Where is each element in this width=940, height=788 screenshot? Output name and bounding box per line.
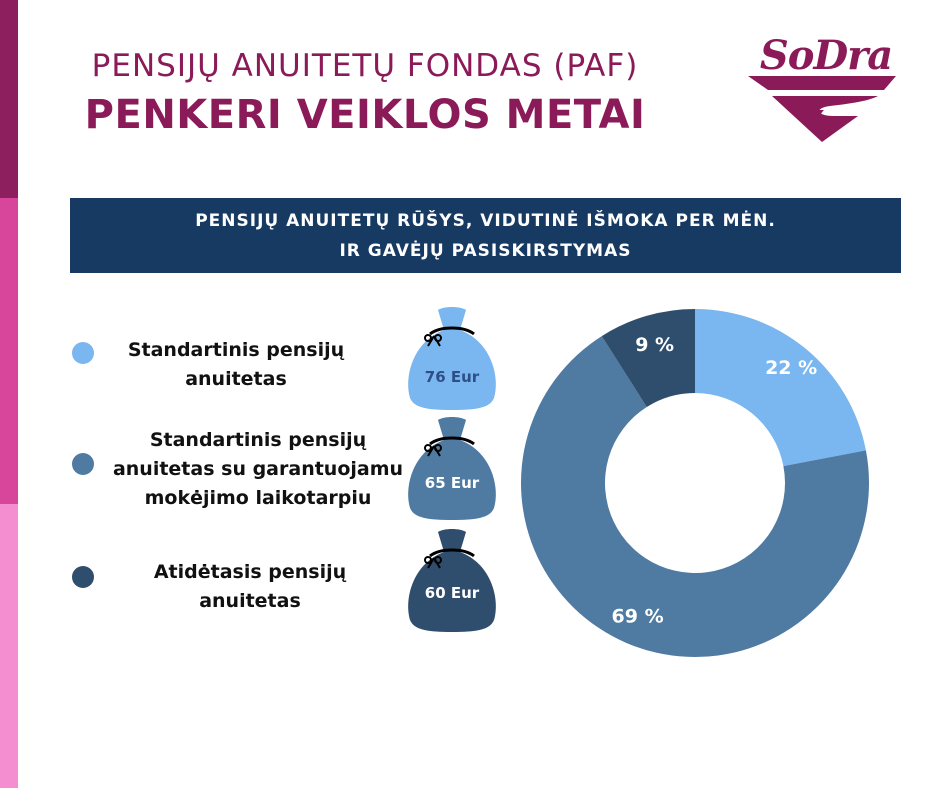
legend-label-guaranteed: Standartinis pensijų anuitetas su garant… (100, 426, 416, 513)
side-stripe-top (0, 0, 18, 198)
logo-emblem-icon (748, 76, 896, 142)
money-bag-icon (408, 529, 496, 632)
bag-amount-deferred: 60 Eur (424, 584, 480, 602)
slice-label-deferred: 9 % (635, 334, 674, 356)
slice-label-standard: 22 % (765, 357, 817, 379)
legend-dot-guaranteed (72, 453, 94, 475)
logo-wordmark: SoDra (759, 32, 893, 79)
banner-line-1: PENSIJŲ ANUITETŲ RŪŠYS, VIDUTINĖ IŠMOKA … (195, 210, 776, 231)
legend-label-line: anuitetas (199, 590, 301, 612)
slice-label-guaranteed: 69 % (612, 606, 664, 628)
section-banner: PENSIJŲ ANUITETŲ RŪŠYS, VIDUTINĖ IŠMOKA … (70, 198, 901, 273)
money-bag-standard: 76 Eur (404, 304, 500, 414)
slice-deferred (601, 309, 695, 408)
money-bag-deferred: 60 Eur (404, 526, 500, 636)
legend-label-deferred: Atidėtasis pensijų anuitetas (100, 558, 400, 616)
slice-guaranteed (521, 336, 869, 657)
legend-label-line: mokėjimo laikotarpiu (144, 487, 372, 509)
banner-line-2: IR GAVĖJŲ PASISKIRSTYMAS (339, 240, 632, 261)
donut-chart: 22 % 69 % 9 % (521, 309, 869, 657)
legend-dot-deferred (72, 566, 94, 588)
legend-label-line: anuitetas su garantuojamu (112, 458, 404, 480)
slice-standard (695, 309, 866, 467)
bag-amount-guaranteed: 65 Eur (424, 474, 480, 492)
page-title: PENKERI VEIKLOS METAI (84, 92, 646, 138)
sodra-logo: SoDra (738, 32, 908, 144)
side-stripe-bottom (0, 504, 18, 788)
legend-label-line: anuitetas (185, 368, 287, 390)
money-bag-icon (408, 307, 496, 410)
legend-label-line: Standartinis pensijų (149, 429, 367, 451)
legend-label-line: Atidėtasis pensijų (153, 561, 347, 583)
legend-label-standard: Standartinis pensijų anuitetas (100, 336, 372, 394)
legend-dot-standard (72, 342, 94, 364)
bag-amount-standard: 76 Eur (424, 368, 480, 386)
side-stripe-middle (0, 198, 18, 504)
money-bag-guaranteed: 65 Eur (404, 414, 500, 524)
page-subtitle: PENSIJŲ ANUITETŲ FONDAS (PAF) (91, 48, 639, 84)
money-bag-icon (408, 417, 496, 520)
legend-label-line: Standartinis pensijų (127, 339, 345, 361)
